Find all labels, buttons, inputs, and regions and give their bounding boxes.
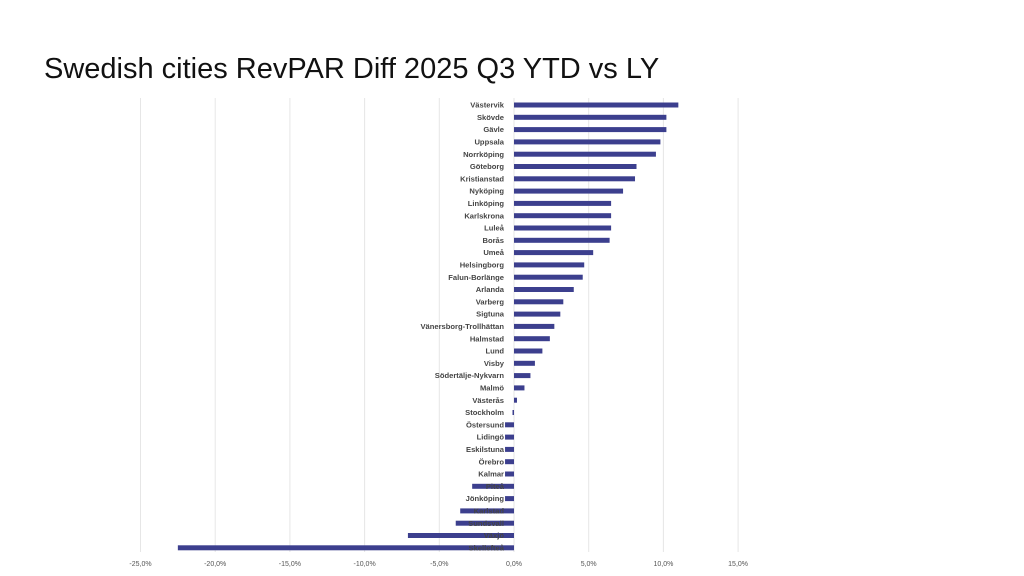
bar	[514, 102, 679, 108]
bar	[505, 496, 514, 502]
bar	[514, 385, 525, 391]
category-label: Nyköping	[469, 187, 504, 196]
slide-title: Swedish cities RevPAR Diff 2025 Q3 YTD v…	[44, 53, 660, 85]
bar	[514, 274, 583, 280]
category-label: Varberg	[476, 297, 505, 306]
category-label: Södertälje-Nykvarn	[435, 371, 505, 380]
bar	[455, 520, 514, 526]
bar	[514, 164, 637, 169]
category-label: Halmstad	[470, 334, 505, 343]
x-tick-label: -10,0%	[354, 561, 376, 568]
bar	[514, 250, 594, 256]
category-label: Visby	[484, 359, 505, 368]
category-label: Skövde	[477, 113, 504, 122]
bar	[514, 114, 667, 120]
bar	[407, 533, 514, 538]
bar	[514, 225, 612, 231]
bar	[514, 127, 667, 133]
bar	[514, 311, 561, 317]
x-tick-label: -15,0%	[279, 561, 301, 568]
bar	[505, 446, 514, 452]
category-label: Skellefteå	[469, 543, 505, 552]
category-label: Eskilstuna	[466, 445, 505, 454]
x-tick-label: 5,0%	[581, 561, 597, 568]
category-label: Växjö	[484, 531, 505, 540]
bar	[514, 151, 656, 157]
x-tick-label: -25,0%	[129, 561, 151, 568]
category-label: Borås	[482, 236, 504, 245]
category-label: Piteå	[486, 482, 505, 491]
bar	[514, 373, 531, 379]
bar	[514, 360, 535, 366]
category-label: Norrköping	[463, 150, 504, 159]
category-label: Karlskrona	[464, 211, 504, 220]
bar	[505, 422, 514, 428]
category-label: Umeå	[483, 248, 504, 257]
bar	[514, 262, 585, 268]
bar	[514, 323, 555, 329]
category-label: Uppsala	[474, 138, 504, 147]
category-label: Örebro	[479, 457, 505, 466]
bar	[514, 287, 574, 292]
category-label: Vänersborg-Trollhättan	[420, 322, 504, 331]
bar	[514, 237, 610, 243]
x-tick-label: 10,0%	[653, 561, 673, 568]
category-label: Lidingö	[477, 433, 505, 442]
x-tick-label: 15,0%	[728, 561, 748, 568]
category-label: Göteborg	[470, 162, 505, 171]
category-label: Malmö	[480, 384, 504, 393]
bar	[472, 483, 514, 489]
x-tick-label: 0,0%	[506, 561, 522, 568]
category-label: Västerås	[472, 396, 504, 405]
category-label: Karlstad	[474, 507, 505, 516]
bar	[514, 139, 661, 145]
category-label: Sundsvall	[468, 519, 504, 528]
bar	[514, 176, 636, 182]
bar	[514, 299, 564, 305]
category-label: Västervik	[470, 101, 505, 110]
bar	[514, 336, 550, 342]
bar	[505, 459, 514, 465]
category-label: Kalmar	[478, 470, 504, 479]
x-tick-label: -5,0%	[430, 561, 448, 568]
bar	[512, 410, 515, 415]
bar	[177, 545, 514, 551]
category-label: Sigtuna	[476, 310, 505, 319]
x-tick-label: -20,0%	[204, 561, 226, 568]
category-label: Stockholm	[465, 408, 504, 417]
bar	[514, 397, 517, 403]
category-label: Helsingborg	[460, 261, 505, 270]
category-label: Östersund	[466, 420, 504, 429]
bar	[514, 348, 543, 354]
bar	[505, 471, 514, 477]
category-label: Falun-Borlänge	[448, 273, 504, 282]
category-label: Arlanda	[476, 285, 505, 294]
category-label: Linköping	[468, 199, 505, 208]
bar	[514, 200, 612, 206]
bar	[505, 434, 514, 440]
category-label: Gävle	[483, 125, 504, 134]
category-label: Kristianstad	[460, 174, 504, 183]
bar	[514, 213, 612, 219]
bar	[514, 188, 624, 194]
category-label: Lund	[485, 347, 504, 356]
bar	[460, 508, 514, 514]
category-label: Luleå	[484, 224, 505, 233]
category-label: Jönköping	[466, 494, 505, 503]
